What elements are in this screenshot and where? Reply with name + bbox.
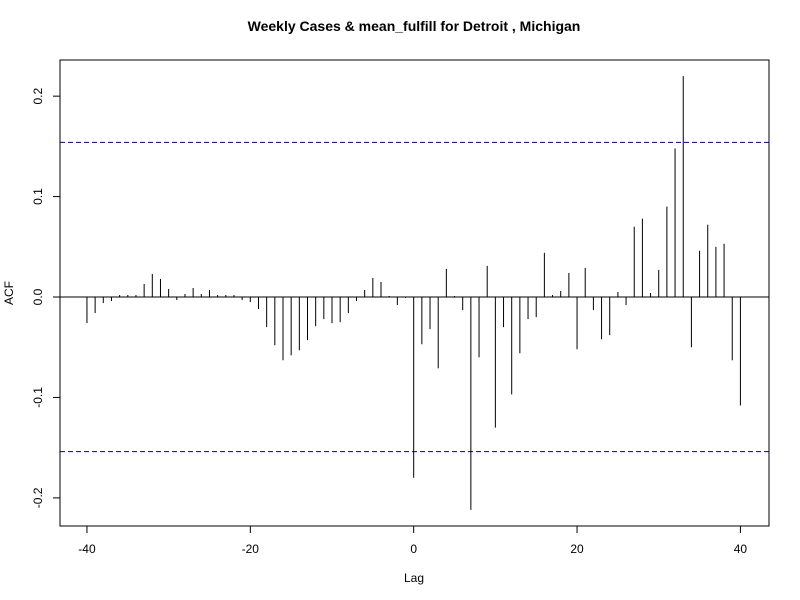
- x-tick-label: 40: [734, 542, 748, 556]
- x-tick-label: -40: [78, 542, 96, 556]
- x-tick-label: 20: [570, 542, 584, 556]
- y-tick-label: -0.2: [31, 487, 45, 508]
- y-axis-title: ACF: [2, 281, 16, 305]
- confidence-bounds: [60, 141, 769, 453]
- y-tick-label: 0.0: [31, 288, 45, 305]
- x-axis: -40 -20 0 20 40: [78, 525, 748, 556]
- x-tick-label: -20: [242, 542, 260, 556]
- y-tick-label: 0.1: [31, 188, 45, 205]
- y-tick-label: -0.1: [31, 387, 45, 408]
- acf-bars: [86, 76, 741, 510]
- x-tick-label: 0: [410, 542, 417, 556]
- y-tick-label: 0.2: [31, 87, 45, 104]
- y-axis: -0.2 -0.1 0.0 0.1 0.2: [31, 87, 61, 508]
- x-axis-title: Lag: [404, 571, 424, 585]
- chart-title: Weekly Cases & mean_fulfill for Detroit …: [248, 18, 581, 34]
